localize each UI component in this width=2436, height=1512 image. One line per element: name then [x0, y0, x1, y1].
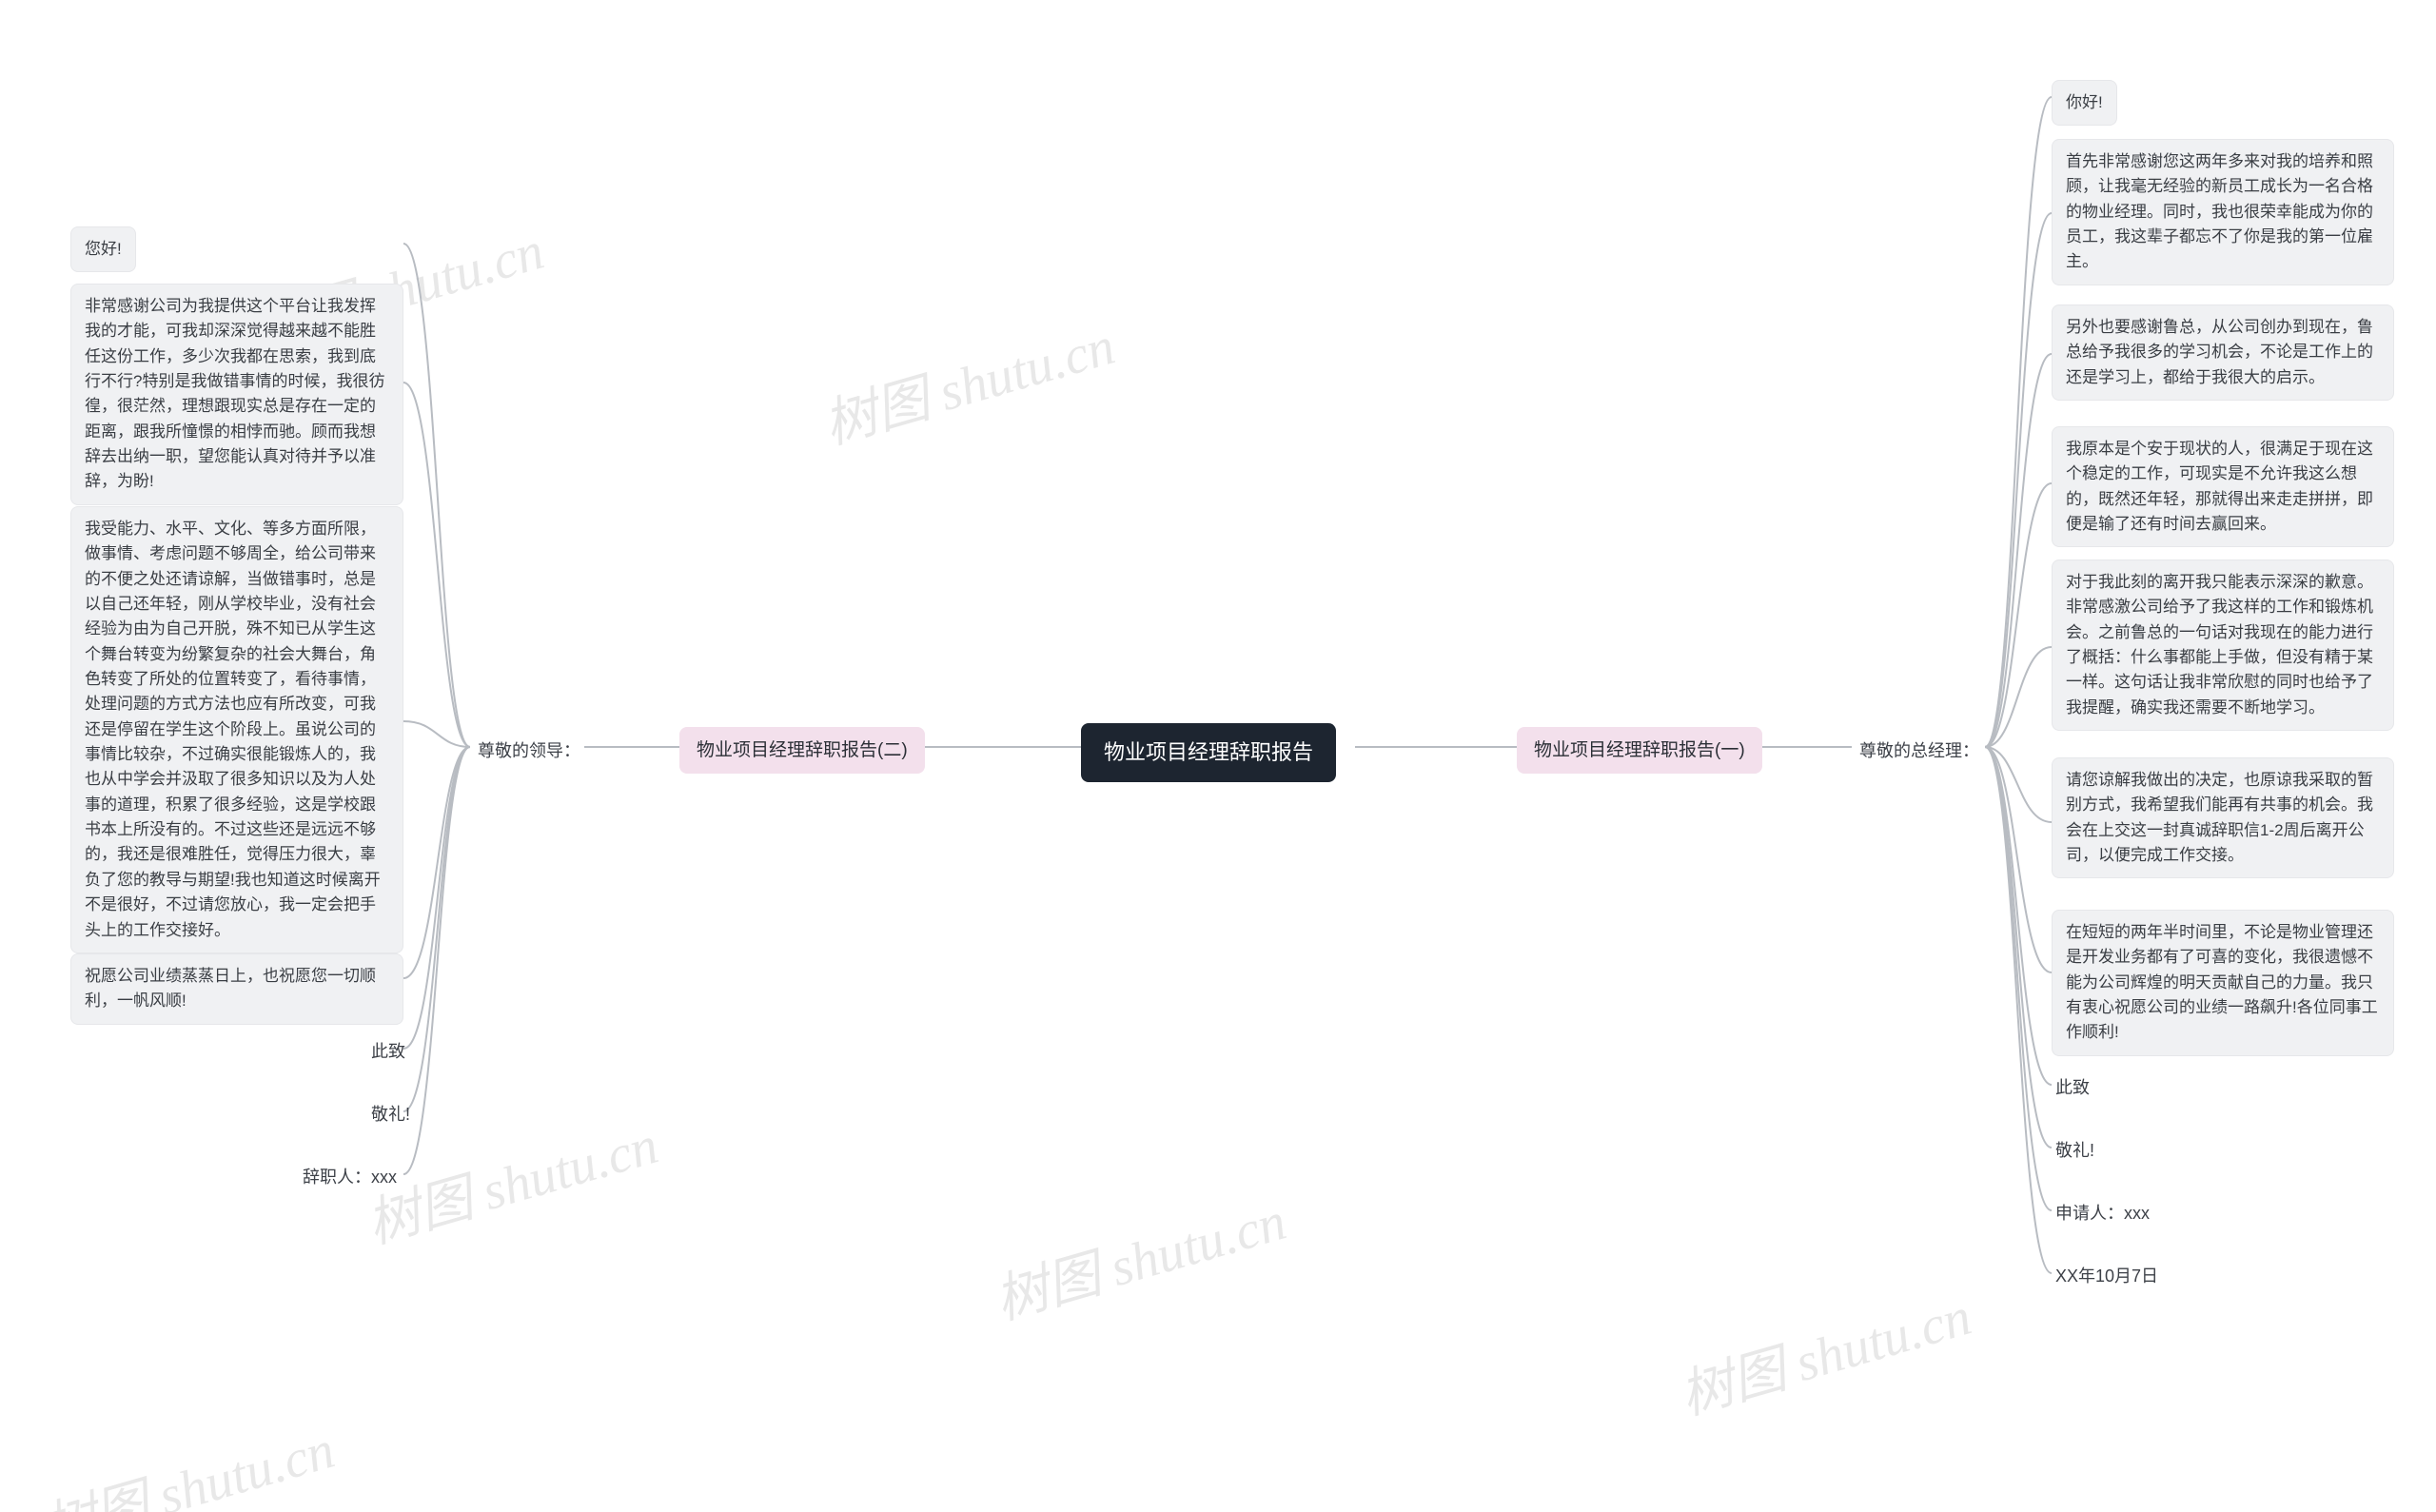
branch-right[interactable]: 物业项目经理辞职报告(一) — [1517, 727, 1762, 774]
label-right[interactable]: 尊敬的总经理： — [1856, 733, 1983, 771]
leaf-right-1[interactable]: 首先非常感谢您这两年多来对我的培养和照顾，让我毫无经验的新员工成长为一名合格的物… — [2052, 139, 2394, 285]
leaf-left-5[interactable]: 敬礼! — [367, 1096, 414, 1134]
leaf-left-3[interactable]: 祝愿公司业绩蒸蒸日上，也祝愿您一切顺利，一帆风顺! — [70, 953, 403, 1025]
watermark-text: 树图 shutu.cn — [33, 1406, 342, 1512]
leaf-left-1[interactable]: 非常感谢公司为我提供这个平台让我发挥我的才能，可我却深深觉得越来越不能胜任这份工… — [70, 284, 403, 505]
leaf-left-6[interactable]: 辞职人：xxx — [299, 1159, 401, 1197]
leaf-right-4[interactable]: 对于我此刻的离开我只能表示深深的歉意。非常感激公司给予了我这样的工作和锻炼机会。… — [2052, 560, 2394, 731]
leaf-right-3[interactable]: 我原本是个安于现状的人，很满足于现在这个稳定的工作，可现实是不允许我这么想的，既… — [2052, 426, 2394, 547]
watermark-text: 树图 shutu.cn — [814, 303, 1122, 459]
leaf-right-6[interactable]: 在短短的两年半时间里，不论是物业管理还是开发业务都有了可喜的变化，我很遗憾不能为… — [2052, 910, 2394, 1056]
leaf-left-2[interactable]: 我受能力、水平、文化、等多方面所限，做事情、考虑问题不够周全，给公司带来的不便之… — [70, 506, 403, 953]
leaf-right-5[interactable]: 请您谅解我做出的决定，也原谅我采取的暂别方式，我希望我们能再有共事的机会。我会在… — [2052, 757, 2394, 878]
mindmap-canvas: 树图 shutu.cn 树图 shutu.cn 树图 shutu.cn 树图 s… — [0, 0, 2436, 1512]
label-left[interactable]: 尊敬的领导： — [474, 733, 584, 771]
branch-left[interactable]: 物业项目经理辞职报告(二) — [679, 727, 925, 774]
leaf-right-10[interactable]: XX年10月7日 — [2052, 1258, 2162, 1296]
leaf-right-8[interactable]: 敬礼! — [2052, 1132, 2098, 1170]
watermark-text: 树图 shutu.cn — [1670, 1273, 1978, 1429]
watermark-text: 树图 shutu.cn — [985, 1178, 1293, 1334]
leaf-right-2[interactable]: 另外也要感谢鲁总，从公司创办到现在，鲁总给予我很多的学习机会，不论是工作上的还是… — [2052, 304, 2394, 401]
leaf-left-0[interactable]: 您好! — [70, 226, 136, 272]
leaf-right-9[interactable]: 申请人：xxx — [2052, 1195, 2153, 1233]
root-node[interactable]: 物业项目经理辞职报告 — [1081, 723, 1336, 782]
leaf-right-0[interactable]: 你好! — [2052, 80, 2117, 126]
leaf-right-7[interactable]: 此致 — [2052, 1070, 2093, 1108]
leaf-left-4[interactable]: 此致 — [367, 1033, 409, 1071]
